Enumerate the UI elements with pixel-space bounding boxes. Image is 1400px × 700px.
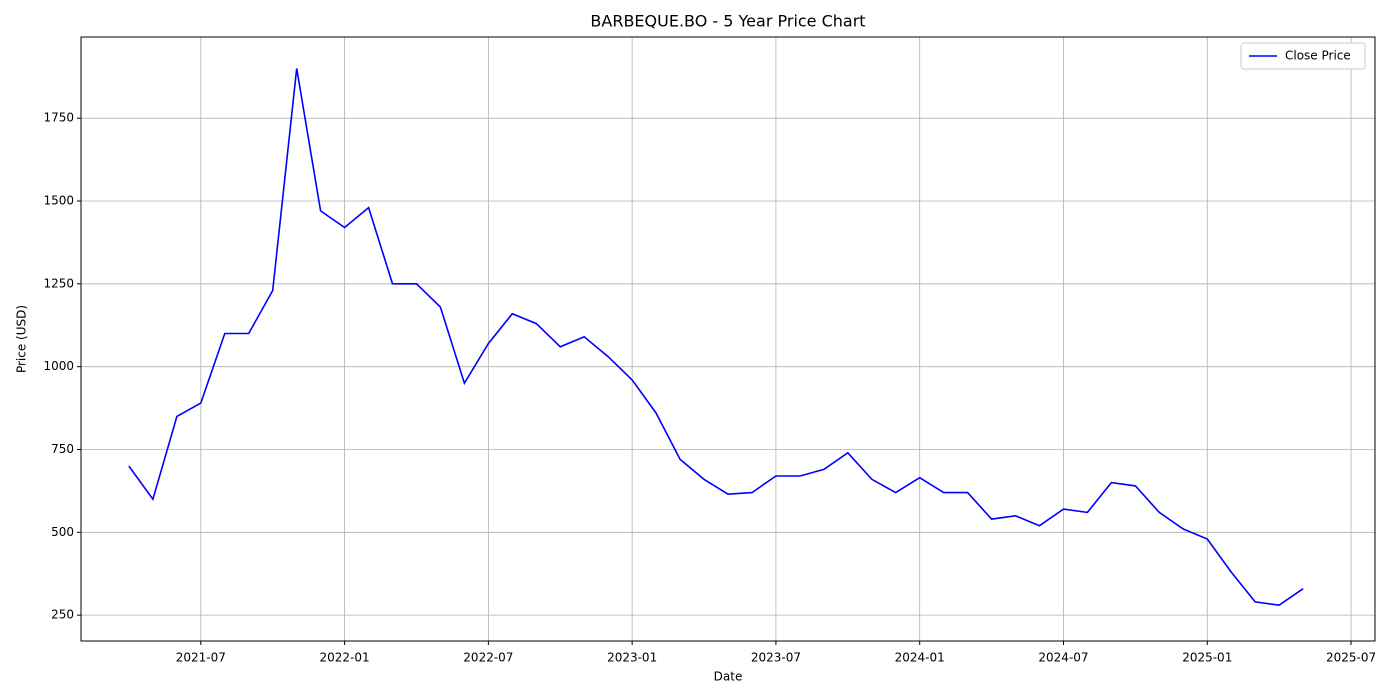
y-tick-label: 750 xyxy=(51,442,74,456)
plot-frame xyxy=(80,36,1376,642)
y-tick-label: 250 xyxy=(51,608,74,622)
y-tick-label: 1250 xyxy=(43,276,74,290)
x-tick-label: 2025-01 xyxy=(1182,651,1232,665)
chart-title: BARBEQUE.BO - 5 Year Price Chart xyxy=(590,12,865,31)
x-tick-label: 2022-01 xyxy=(320,651,370,665)
x-axis-label: Date xyxy=(714,670,743,684)
x-tick-label: 2025-07 xyxy=(1326,651,1376,665)
legend-box xyxy=(1240,42,1366,70)
x-tick-label: 2022-07 xyxy=(463,651,513,665)
legend-label: Close Price xyxy=(1285,49,1351,63)
y-tick-label: 1000 xyxy=(43,359,74,373)
y-axis-label: Price (USD) xyxy=(15,305,29,373)
x-tick-label: 2024-07 xyxy=(1038,651,1088,665)
x-tick-label: 2023-07 xyxy=(751,651,801,665)
x-tick-label: 2024-01 xyxy=(895,651,945,665)
price-line xyxy=(128,68,1304,607)
y-tick-label: 1750 xyxy=(43,111,74,125)
x-tick-label: 2021-07 xyxy=(176,651,226,665)
y-tick-label: 1500 xyxy=(43,194,74,208)
x-tick-label: 2023-01 xyxy=(607,651,657,665)
y-tick-label: 500 xyxy=(51,525,74,539)
